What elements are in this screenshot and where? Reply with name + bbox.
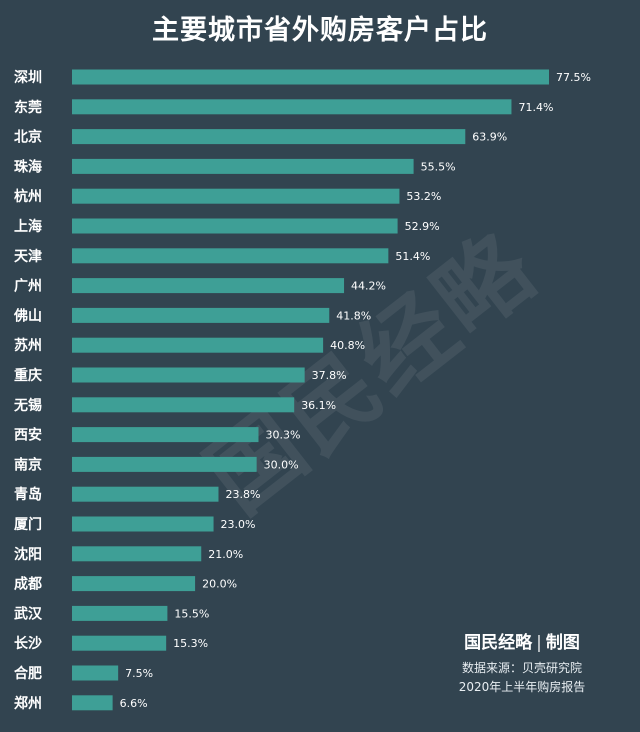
category-label: 苏州 <box>14 337 42 354</box>
category-label: 佛山 <box>13 307 42 324</box>
bar <box>72 218 398 234</box>
value-label: 55.5% <box>421 160 456 173</box>
bar <box>72 516 214 532</box>
category-label: 广州 <box>14 278 42 295</box>
data-source: 数据来源：贝壳研究院 <box>461 661 582 675</box>
bar <box>72 665 119 681</box>
bar <box>72 635 167 651</box>
value-label: 21.0% <box>208 548 243 561</box>
bar <box>72 576 196 592</box>
category-label: 上海 <box>14 218 42 235</box>
bar <box>72 69 549 85</box>
value-label: 52.9% <box>405 220 440 233</box>
category-label: 厦门 <box>14 516 42 533</box>
value-label: 36.1% <box>301 399 336 412</box>
bar <box>72 546 202 562</box>
category-label: 重庆 <box>14 367 42 384</box>
category-label: 东莞 <box>14 99 42 116</box>
brand-credit: 国民经略 | 制图 <box>422 628 622 653</box>
category-label: 青岛 <box>14 486 42 503</box>
value-label: 30.3% <box>265 429 300 442</box>
category-label: 长沙 <box>14 635 42 652</box>
category-label: 珠海 <box>14 158 42 175</box>
category-label: 天津 <box>14 248 42 265</box>
category-label: 郑州 <box>14 695 42 712</box>
report-name: 2020年上半年购房报告 <box>458 680 586 694</box>
value-label: 20.0% <box>202 578 237 591</box>
bar <box>72 695 113 711</box>
bar <box>72 188 400 204</box>
bar <box>72 605 168 621</box>
bar <box>72 486 219 502</box>
bar <box>72 307 330 323</box>
value-label: 63.9% <box>472 131 507 144</box>
category-label: 合肥 <box>14 665 42 682</box>
value-label: 6.6% <box>120 697 148 710</box>
category-label: 无锡 <box>13 397 42 414</box>
value-label: 15.5% <box>174 607 209 620</box>
value-label: 37.8% <box>312 369 347 382</box>
category-label: 成都 <box>14 576 42 593</box>
value-label: 77.5% <box>556 71 591 84</box>
value-label: 23.8% <box>225 488 260 501</box>
category-label: 深圳 <box>14 69 42 86</box>
category-label: 北京 <box>14 129 42 146</box>
value-label: 44.2% <box>351 280 386 293</box>
category-label: 南京 <box>14 456 42 473</box>
bar <box>72 456 257 472</box>
category-label: 武汉 <box>14 605 43 622</box>
category-label: 杭州 <box>14 188 42 205</box>
value-label: 23.0% <box>221 518 256 531</box>
brand-separator: | <box>536 633 542 653</box>
value-label: 51.4% <box>395 250 430 263</box>
value-label: 30.0% <box>264 458 299 471</box>
bar <box>72 367 305 383</box>
bar <box>72 158 414 174</box>
category-label: 沈阳 <box>14 546 42 563</box>
value-label: 15.3% <box>173 637 208 650</box>
bar <box>72 129 466 145</box>
value-label: 53.2% <box>406 190 441 203</box>
value-label: 41.8% <box>336 309 371 322</box>
brand-name: 国民经略 <box>464 633 533 653</box>
value-label: 7.5% <box>125 667 153 680</box>
footer: 国民经略 | 制图 数据来源：贝壳研究院 2020年上半年购房报告 <box>422 628 622 697</box>
value-label: 71.4% <box>518 101 553 114</box>
brand-suffix: 制图 <box>545 633 580 653</box>
bar <box>72 278 345 294</box>
bar <box>72 248 389 264</box>
category-label: 西安 <box>14 427 42 444</box>
bar <box>72 427 259 443</box>
value-label: 40.8% <box>330 339 365 352</box>
bar <box>72 337 324 353</box>
bar <box>72 99 512 115</box>
bar <box>72 397 295 413</box>
chart-title: 主要城市省外购房客户占比 <box>152 15 488 46</box>
